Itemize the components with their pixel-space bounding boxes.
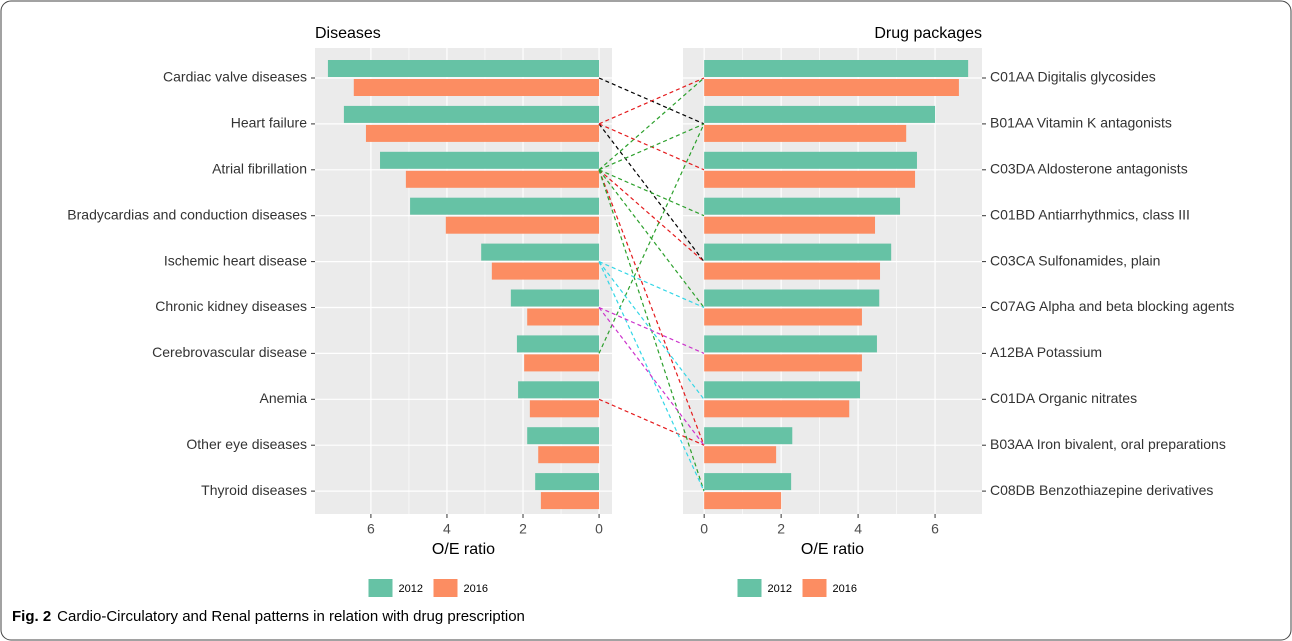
category-label: Chronic kidney diseases <box>155 298 307 314</box>
category-label: A12BA Potassium <box>990 344 1102 360</box>
bar <box>704 262 881 280</box>
bar <box>704 243 892 261</box>
bar <box>704 105 936 123</box>
link <box>598 306 705 354</box>
bar <box>516 335 600 353</box>
caption-label: Fig. 2 <box>12 608 51 625</box>
link <box>598 77 705 125</box>
bar <box>704 151 917 169</box>
link <box>598 307 705 446</box>
bar <box>704 124 907 142</box>
category-label: C03CA Sulfonamides, plain <box>990 252 1160 268</box>
bar <box>481 243 600 261</box>
link <box>598 169 705 217</box>
bar <box>524 354 600 372</box>
category-label: Cardiac valve diseases <box>163 69 307 85</box>
bar <box>704 354 862 372</box>
link <box>598 261 705 309</box>
bar <box>343 105 600 123</box>
links <box>598 77 705 492</box>
category-label: B03AA Iron bivalent, oral preparations <box>990 436 1226 452</box>
bar <box>540 492 600 510</box>
x-tick-label: 4 <box>443 521 451 537</box>
bar <box>704 473 792 491</box>
x-tick-label: 4 <box>854 521 862 537</box>
x-tick-label: 6 <box>367 521 375 537</box>
link <box>598 398 705 446</box>
category-label: B01AA Vitamin K antagonists <box>990 115 1172 131</box>
x-tick-label: 2 <box>519 521 527 537</box>
category-label: Thyroid diseases <box>201 482 307 498</box>
panel-title: Drug packages <box>874 25 982 42</box>
bar <box>527 427 600 445</box>
bar <box>353 79 600 96</box>
bar <box>380 151 600 169</box>
bar <box>529 400 600 418</box>
bar <box>704 427 793 445</box>
legend-label: 2016 <box>833 583 857 595</box>
panels: 6 4 2 0 Cardiac valve diseases Heart failure A… <box>67 25 1234 597</box>
x-tick-label: 2 <box>777 521 785 537</box>
bar <box>704 79 959 96</box>
bar <box>704 308 862 326</box>
legend-label: 2012 <box>399 583 423 595</box>
x-tick-label: 0 <box>595 521 603 537</box>
bar <box>704 197 901 215</box>
bar <box>327 60 600 77</box>
bar <box>535 473 600 491</box>
bar <box>704 400 850 418</box>
bar <box>445 216 600 234</box>
category-label: C01AA Digitalis glycosides <box>990 69 1156 85</box>
bar <box>518 381 600 399</box>
caption: Fig. 2 Cardio-Circulatory and Renal patte… <box>12 608 525 625</box>
link <box>598 169 705 263</box>
legend-swatch <box>802 579 827 597</box>
bar <box>538 446 600 464</box>
link <box>598 123 705 171</box>
bar <box>410 197 600 215</box>
x-axis-title: O/E ratio <box>432 541 495 558</box>
caption-text: Cardio-Circulatory and Renal patterns in… <box>57 608 525 625</box>
bar <box>704 446 777 464</box>
bar <box>365 124 600 142</box>
bar <box>704 492 782 510</box>
category-label: Anemia <box>260 390 308 406</box>
legend-label: 2012 <box>768 583 792 595</box>
bar <box>704 170 916 188</box>
category-label: C01BD Antiarrhythmics, class III <box>990 206 1190 222</box>
bar <box>704 289 880 307</box>
category-label: C07AG Alpha and beta blocking agents <box>990 298 1234 314</box>
link <box>598 77 705 171</box>
bar <box>704 381 861 399</box>
x-tick-label: 6 <box>931 521 939 537</box>
category-label: C08DB Benzothiazepine derivatives <box>990 482 1213 498</box>
bar <box>704 216 876 234</box>
category-label: C01DA Organic nitrates <box>990 390 1137 406</box>
legend-swatch <box>368 579 393 597</box>
category-label: Other eye diseases <box>186 436 307 452</box>
x-axis-title: O/E ratio <box>801 541 864 558</box>
category-label: Atrial fibrillation <box>212 161 307 177</box>
legend-label: 2016 <box>464 583 488 595</box>
category-label: C03DA Aldosterone antagonists <box>990 161 1188 177</box>
category-label: Heart failure <box>231 115 307 131</box>
bar <box>527 308 600 326</box>
panel-title: Diseases <box>315 25 381 42</box>
bar <box>704 335 877 353</box>
link <box>598 169 705 308</box>
bar <box>704 60 969 77</box>
category-label: Ischemic heart disease <box>164 252 307 268</box>
bar <box>405 170 600 188</box>
category-label: Cerebrovascular disease <box>152 344 307 360</box>
legend-swatch <box>737 579 762 597</box>
bar <box>491 262 600 280</box>
bar <box>510 289 600 307</box>
legend-swatch <box>433 579 458 597</box>
x-tick-label: 0 <box>700 521 708 537</box>
link <box>598 169 705 446</box>
category-label: Bradycardias and conduction diseases <box>67 206 307 222</box>
